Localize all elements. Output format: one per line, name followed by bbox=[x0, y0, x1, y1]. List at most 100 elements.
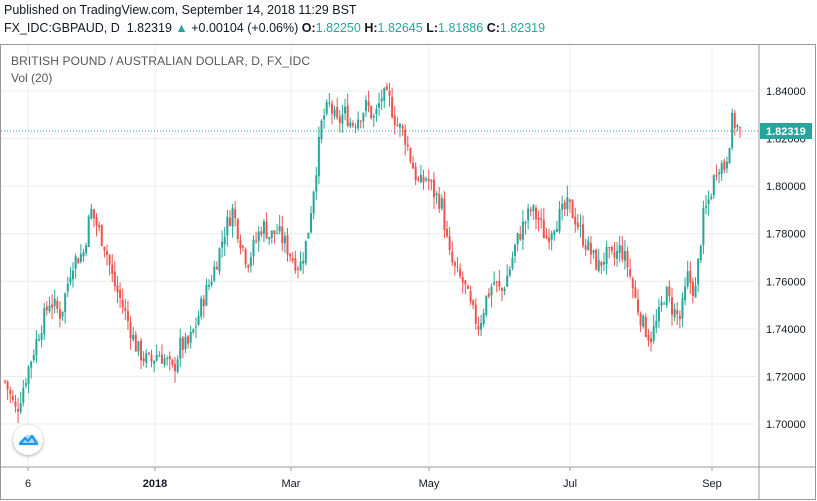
candle-body bbox=[427, 178, 430, 182]
candle-body bbox=[508, 268, 511, 276]
candle-body bbox=[731, 112, 734, 148]
candle-body bbox=[529, 209, 532, 212]
y-tick-label: 1.74000 bbox=[766, 324, 806, 336]
candle-body bbox=[699, 245, 702, 261]
candle-body bbox=[234, 209, 237, 219]
candle-body bbox=[647, 335, 650, 341]
candle-body bbox=[686, 271, 689, 287]
candle-body bbox=[310, 213, 313, 233]
candle-body bbox=[443, 198, 446, 231]
candle-body bbox=[357, 119, 360, 129]
candle-body bbox=[480, 322, 483, 330]
close-label: C: bbox=[486, 21, 500, 35]
candle-body bbox=[24, 383, 27, 386]
candle-body bbox=[425, 178, 428, 181]
y-tick-label: 1.84000 bbox=[766, 86, 806, 98]
candle-body bbox=[22, 387, 25, 403]
candle-body bbox=[469, 291, 472, 302]
candle-body bbox=[260, 231, 263, 235]
candle-body bbox=[362, 113, 365, 122]
candle-body bbox=[466, 285, 469, 289]
x-tick-label: 2018 bbox=[143, 478, 167, 490]
candle-body bbox=[40, 333, 43, 340]
candle-body bbox=[728, 148, 731, 164]
candle-body bbox=[119, 289, 122, 299]
candle-body bbox=[477, 325, 480, 330]
candle-body bbox=[375, 108, 378, 115]
candle-body bbox=[58, 309, 61, 319]
chart-frame bbox=[0, 44, 816, 500]
candle-body bbox=[582, 224, 585, 246]
candle-body bbox=[242, 245, 245, 248]
candle-body bbox=[370, 106, 373, 119]
candle-body bbox=[574, 216, 577, 225]
candle-body bbox=[707, 199, 710, 204]
candle-body bbox=[116, 285, 119, 293]
candle-body bbox=[689, 270, 692, 284]
candle-body bbox=[684, 286, 687, 301]
low-value: 1.81886 bbox=[438, 21, 484, 35]
candle-body bbox=[691, 281, 694, 296]
candle-body bbox=[92, 209, 95, 219]
candle-body bbox=[650, 338, 653, 343]
candle-body bbox=[11, 395, 14, 400]
candle-body bbox=[257, 231, 260, 242]
candle-body bbox=[79, 254, 82, 262]
candle-body bbox=[61, 311, 64, 317]
candle-body bbox=[328, 102, 331, 104]
candle-body bbox=[181, 337, 184, 350]
candle-body bbox=[69, 277, 72, 283]
candle-body bbox=[453, 262, 456, 267]
candle-body bbox=[278, 226, 281, 232]
x-tick-label: 6 bbox=[25, 478, 31, 490]
candle-body bbox=[704, 205, 707, 208]
candle-body bbox=[417, 178, 420, 181]
candle-body bbox=[296, 268, 299, 270]
candle-body bbox=[323, 115, 326, 120]
candle-body bbox=[85, 245, 88, 253]
candle-body bbox=[215, 266, 218, 270]
candle-body bbox=[446, 228, 449, 237]
tradingview-cloud-icon[interactable] bbox=[13, 425, 43, 455]
candle-body bbox=[723, 161, 726, 171]
candle-body bbox=[631, 278, 634, 289]
candle-body bbox=[605, 246, 608, 265]
candle-body bbox=[56, 300, 59, 309]
candle-body bbox=[720, 163, 723, 175]
candle-body bbox=[95, 217, 98, 226]
x-tick-label: Mar bbox=[282, 478, 301, 490]
candle-body bbox=[380, 98, 383, 102]
candle-body bbox=[511, 257, 514, 269]
x-tick-label: Jul bbox=[563, 478, 577, 490]
candle-body bbox=[320, 120, 323, 140]
candle-body bbox=[160, 354, 163, 364]
candle-body bbox=[383, 88, 386, 101]
candle-body bbox=[602, 262, 605, 265]
candle-body bbox=[702, 208, 705, 246]
candle-body bbox=[459, 268, 462, 277]
candle-body bbox=[338, 116, 341, 123]
candle-body bbox=[359, 121, 362, 123]
candle-body bbox=[419, 174, 422, 183]
up-arrow-icon: ▲ bbox=[175, 21, 188, 35]
candle-body bbox=[616, 251, 619, 259]
candles bbox=[4, 82, 741, 423]
candle-body bbox=[166, 358, 169, 360]
candle-body bbox=[289, 253, 292, 257]
candle-body bbox=[66, 283, 69, 292]
candle-body bbox=[670, 297, 673, 315]
candle-body bbox=[153, 360, 156, 364]
candle-body bbox=[485, 295, 488, 315]
candle-body bbox=[553, 231, 556, 235]
candle-body bbox=[142, 358, 145, 362]
candle-body bbox=[197, 315, 200, 325]
candle-body bbox=[561, 204, 564, 210]
candle-body bbox=[90, 208, 93, 219]
candle-body bbox=[155, 355, 158, 361]
candle-body bbox=[208, 285, 211, 287]
candle-body bbox=[663, 303, 666, 305]
candle-body bbox=[678, 315, 681, 320]
candle-body bbox=[145, 353, 148, 364]
candle-body bbox=[644, 317, 647, 337]
